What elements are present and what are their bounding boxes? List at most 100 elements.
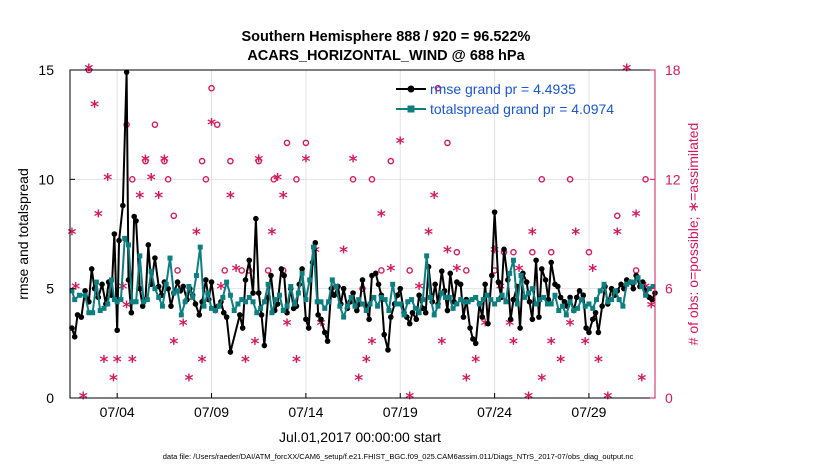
totalspread-point [307, 277, 313, 283]
obs-markers: ****************************************… [67, 61, 655, 409]
totalspread-point [446, 294, 452, 300]
rmse-point [488, 272, 495, 279]
rmse-point [630, 285, 637, 292]
totalspread-point [616, 297, 622, 303]
totalspread-point [122, 235, 128, 241]
totalspread-point [273, 297, 279, 303]
totalspread-point [443, 294, 449, 300]
totalspread-point [367, 301, 373, 307]
chart-title-line2: ACARS_HORIZONTAL_WIND @ 688 hPa [247, 48, 525, 64]
obs-assimilated-marker: * [141, 152, 150, 172]
totalspread-point [624, 281, 630, 287]
obs-assimilated-marker: * [113, 353, 122, 373]
obs-possible-marker [453, 248, 461, 256]
totalspread-point [571, 308, 577, 314]
totalspread-point [465, 299, 471, 305]
rmse-point [618, 281, 624, 288]
totalspread-point [495, 297, 501, 303]
obs-possible-marker [283, 139, 291, 147]
rmse-point [538, 266, 545, 272]
totalspread-point [101, 305, 107, 311]
obs-assimilated-marker: * [154, 189, 163, 209]
rmse-point [318, 316, 324, 323]
rmse-point [409, 309, 416, 316]
rmse-point [274, 301, 281, 307]
rmse-point [133, 218, 139, 224]
rmse-point [444, 307, 451, 314]
totalspread-point [182, 299, 188, 305]
obs-possible-marker [213, 121, 221, 128]
rmse-point [315, 312, 321, 318]
obs-assimilated-marker: * [109, 371, 118, 391]
totalspread-point [510, 257, 516, 263]
totalspread-point [590, 305, 596, 311]
x-tick-label: 07/24 [477, 404, 512, 420]
totalspread-point [427, 294, 433, 300]
rmse-point [536, 314, 542, 320]
totalspread-point [337, 303, 343, 309]
obs-possible-marker [227, 157, 234, 165]
totalspread-point [439, 290, 445, 296]
rmse-point [281, 272, 287, 279]
totalspread-point [310, 244, 316, 250]
totalspread-point [144, 297, 150, 303]
legend-rmse-marker [407, 85, 415, 93]
rmse-point [116, 237, 122, 244]
totalspread-point [431, 312, 437, 318]
x-tick-label: 07/29 [571, 404, 606, 420]
obs-assimilated-marker: * [647, 298, 656, 318]
rmse-point [128, 309, 135, 316]
obs-assimilated-marker: * [301, 152, 310, 172]
obs-assimilated-marker: * [84, 61, 93, 81]
obs-possible-marker [529, 248, 536, 256]
rmse-point [470, 336, 476, 342]
rmse-point [258, 312, 265, 318]
rmse-point [123, 69, 130, 75]
rmse-point [137, 285, 143, 292]
obs-assimilated-marker: * [424, 225, 433, 245]
totalspread-point [526, 290, 532, 296]
rmse-point [324, 338, 331, 344]
rmse-point [303, 316, 309, 323]
rmse-point [203, 277, 209, 283]
rmse-point [354, 307, 360, 314]
totalspread-point [82, 292, 88, 298]
rmse-point [220, 309, 227, 316]
obs-possible-marker [642, 176, 649, 183]
obs-possible-marker [585, 248, 593, 256]
obs-assimilated-marker: * [184, 371, 193, 391]
obs-possible-marker [510, 248, 517, 256]
footer-data-file: data file: /Users/raeder/DAI/ATM_forcXX/… [163, 452, 634, 461]
obs-assimilated-marker: * [581, 334, 590, 354]
rmse-point [406, 320, 413, 327]
totalspread-point [93, 279, 99, 285]
rmse-point [589, 316, 596, 323]
obs-assimilated-marker: * [179, 316, 188, 336]
totalspread-point [492, 301, 498, 307]
obs-possible-marker [208, 84, 215, 92]
totalspread-point [363, 308, 369, 314]
totalspread-point [635, 275, 641, 281]
rmse-point [261, 342, 268, 349]
obs-assimilated-marker: * [637, 371, 646, 391]
totalspread-point [605, 299, 611, 305]
obs-possible-marker [270, 176, 278, 183]
totalspread-point [86, 310, 92, 316]
totalspread-point [197, 244, 203, 250]
y-tick-label: 10 [38, 171, 54, 187]
rmse-point [526, 298, 533, 305]
totalspread-point [141, 299, 147, 305]
obs-assimilated-marker: * [622, 61, 631, 81]
totalspread-point [295, 290, 301, 296]
totalspread-point [109, 277, 115, 283]
totalspread-point [582, 303, 588, 309]
totalspread-point [314, 299, 320, 305]
totalspread-point [227, 292, 233, 298]
totalspread-point [477, 301, 482, 307]
totalspread-point [643, 292, 649, 298]
rmse-point [78, 314, 85, 320]
rmse-point [180, 283, 187, 290]
obs-assimilated-marker: * [603, 389, 612, 409]
totalspread-point [575, 305, 581, 311]
